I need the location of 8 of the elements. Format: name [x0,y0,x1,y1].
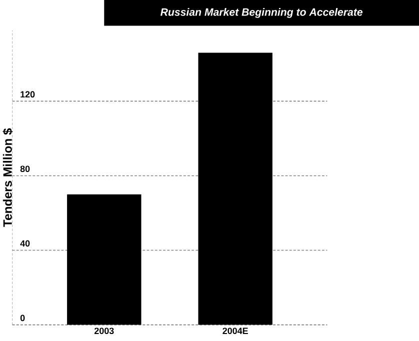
y-tick-label: 120 [20,91,35,98]
y-tick-label: 80 [20,166,30,172]
y-tick-label: 0 [20,314,25,322]
y-tick-label: 40 [20,240,30,247]
y-axis-title: Tenders Million $ [2,128,13,227]
x-tick-label: 2004E [222,328,248,334]
chart-title: Russian Market Beginning to Accelerate [160,8,363,18]
x-tick-label: 2003 [94,328,114,334]
